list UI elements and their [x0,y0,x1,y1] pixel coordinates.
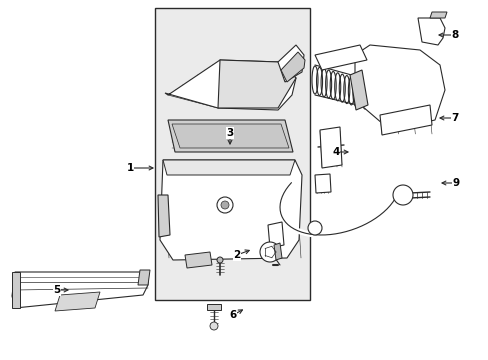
Text: 3: 3 [226,128,233,138]
Circle shape [209,322,218,330]
Polygon shape [12,272,148,308]
Polygon shape [168,120,292,152]
Polygon shape [218,60,295,108]
Polygon shape [160,160,302,260]
Text: 2: 2 [233,250,240,260]
Polygon shape [12,272,20,308]
Polygon shape [379,105,431,135]
Polygon shape [273,243,282,260]
Text: 8: 8 [450,30,458,40]
Polygon shape [138,270,150,285]
Polygon shape [319,127,341,168]
Text: 6: 6 [229,310,236,320]
Text: 1: 1 [126,163,133,173]
Polygon shape [314,45,366,70]
Circle shape [307,221,321,235]
Text: 5: 5 [53,285,61,295]
Text: 4: 4 [332,147,339,157]
Polygon shape [314,174,330,193]
Polygon shape [184,252,212,268]
Polygon shape [281,52,305,82]
Polygon shape [267,222,284,248]
Bar [155,8,309,300]
Text: 9: 9 [451,178,459,188]
Circle shape [217,257,223,263]
Polygon shape [354,45,444,130]
Text: 7: 7 [450,113,458,123]
Polygon shape [429,12,446,18]
Circle shape [260,242,280,262]
Polygon shape [349,70,367,110]
Circle shape [217,197,232,213]
Polygon shape [163,160,294,175]
Circle shape [221,201,228,209]
Polygon shape [206,304,221,310]
Polygon shape [164,60,295,110]
Circle shape [392,185,412,205]
Polygon shape [55,292,100,311]
Polygon shape [172,124,288,148]
Polygon shape [158,195,170,237]
Polygon shape [417,18,444,45]
Polygon shape [278,45,304,82]
